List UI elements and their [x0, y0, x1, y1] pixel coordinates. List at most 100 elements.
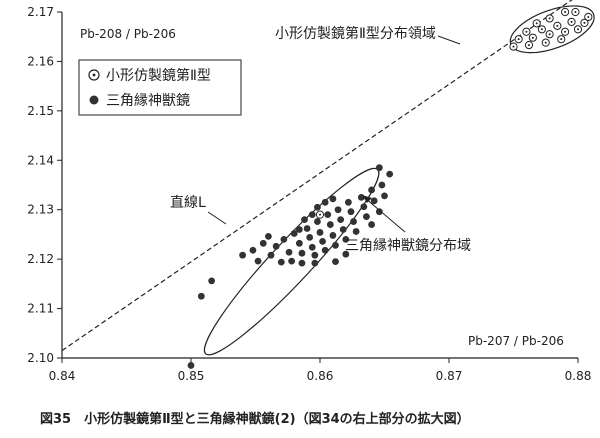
- sankakubuchi-point: [303, 225, 311, 232]
- figure-caption: 図35 小形仿製鏡第Ⅱ型と三角縁神獣鏡(2)（図34の右上部分の拡大図）: [40, 412, 470, 427]
- annotation-sankakubuchi-region-arrowhead: [362, 195, 372, 203]
- annotation-line-l: 直線L: [170, 194, 227, 225]
- sankakubuchi-point: [375, 164, 383, 172]
- annotation-small-mirror-region: 小形仿製鏡第Ⅱ型分布領域: [275, 25, 461, 45]
- sankakubuchi-point: [277, 258, 285, 266]
- x-tick-label: 0.84: [49, 369, 76, 383]
- legend-box: [78, 59, 242, 116]
- y-axis: 2.10 2.11 2.12 2.13 2.14 2.15 2.16 2.17: [27, 5, 62, 365]
- small-mirror-point-dot: [564, 30, 567, 33]
- small-mirror-point-dot: [564, 11, 567, 13]
- sankakubuchi-point: [352, 228, 360, 235]
- sankakubuchi-point: [339, 226, 347, 233]
- small-mirror-point: [561, 27, 570, 36]
- y-tick-label: 2.15: [27, 104, 54, 118]
- sankakubuchi-point: [386, 170, 394, 178]
- sankakubuchi-point: [265, 233, 272, 240]
- sankakubuchi-point: [272, 242, 280, 250]
- small-mirror-point: [537, 25, 546, 34]
- small-mirror-point-dot: [535, 22, 538, 25]
- small-mirror-point: [553, 21, 562, 30]
- sankakubuchi-point: [375, 208, 383, 216]
- x-tick-label: 0.86: [307, 369, 334, 383]
- sankakubuchi-point: [239, 251, 247, 259]
- plot-frame: [61, 12, 578, 359]
- small-mirror-point: [524, 41, 534, 50]
- small-mirror-point-dot: [570, 20, 573, 23]
- small-mirror-point-dot: [540, 28, 543, 31]
- sankakubuchi-point: [259, 239, 267, 247]
- sankakubuchi-point: [344, 198, 352, 206]
- annotation-sankakubuchi-region: 三角縁神獣鏡分布域: [345, 195, 471, 254]
- x-axis-title: Pb-207 / Pb-206: [468, 334, 564, 348]
- annotation-line-l-arrow: [207, 211, 227, 225]
- sankakubuchi-point: [295, 226, 303, 233]
- sankakubuchi-point: [347, 208, 355, 216]
- sankakubuchi-point: [316, 229, 324, 236]
- small-mirror-point-dot: [531, 36, 534, 39]
- small-mirror-point: [315, 210, 325, 219]
- annotation-line-l-label: 直線L: [170, 194, 206, 211]
- annotation-sankakubuchi-region-label: 三角縁神獣鏡分布域: [345, 238, 471, 254]
- small-mirror-point-dot: [548, 17, 551, 20]
- y-tick-label: 2.17: [27, 5, 54, 19]
- small-mirror-point: [509, 42, 518, 51]
- sankakubuchi-point: [378, 181, 386, 189]
- small-mirror-point-dot: [574, 11, 577, 13]
- sankakubuchi-point: [308, 211, 316, 219]
- y-tick-label: 2.12: [27, 252, 54, 266]
- legend: 小形仿製鏡第Ⅱ型 三角縁神獣鏡: [78, 59, 242, 116]
- sankakubuchi-point: [329, 195, 337, 203]
- small-mirror-point-dot: [517, 38, 520, 41]
- annotation-small-mirror-region-arrow: [437, 35, 461, 45]
- small-mirror-point-dot: [560, 38, 563, 41]
- sankakubuchi-point: [298, 249, 306, 257]
- y-tick-label: 2.16: [27, 54, 54, 68]
- sankakubuchi-point: [308, 243, 316, 251]
- sankakubuchi-point: [332, 241, 339, 249]
- small-mirror-point: [561, 7, 570, 17]
- sankakubuchi-point: [342, 235, 350, 243]
- sankakubuchi-point: [321, 198, 329, 206]
- y-tick-label: 2.14: [27, 153, 54, 167]
- small-mirror-point-dot: [319, 213, 321, 216]
- sankakubuchi-point: [314, 218, 321, 225]
- x-axis: 0.84 0.85 0.86 0.87 0.88: [49, 358, 592, 383]
- sankakubuchi-point: [350, 218, 357, 225]
- legend-label-small-mirror: 小形仿製鏡第Ⅱ型: [106, 67, 211, 84]
- small-mirror-point-dot: [556, 24, 559, 27]
- sankakubuchi-point: [301, 216, 308, 224]
- sankakubuchi-point: [298, 259, 306, 267]
- sankakubuchi-point: [285, 248, 293, 256]
- x-tick-label: 0.88: [565, 369, 592, 383]
- small-mirror-point: [557, 35, 566, 44]
- small-mirror-point: [567, 17, 576, 26]
- y-tick-label: 2.13: [27, 203, 54, 217]
- small-mirror-point-dot: [512, 45, 515, 48]
- legend-marker-sankakubuchi: [89, 95, 99, 105]
- small-mirror-point: [545, 14, 554, 23]
- small-mirror-point-dot: [548, 33, 551, 36]
- sankakubuchi-point: [363, 213, 370, 221]
- sankakubuchi-point: [337, 216, 345, 224]
- sankakubuchi-point: [332, 258, 339, 266]
- sankakubuchi-point: [368, 186, 375, 194]
- small-mirror-point-dot: [587, 15, 590, 18]
- sankakubuchi-point: [368, 221, 375, 228]
- small-mirror-point: [545, 30, 554, 39]
- small-mirror-point-dot: [527, 44, 530, 47]
- x-tick-label: 0.87: [436, 369, 463, 383]
- sankakubuchi-point: [290, 230, 298, 237]
- sankakubuchi-point: [197, 292, 205, 300]
- small-mirror-point: [522, 27, 531, 36]
- sankakubuchi-point: [267, 251, 275, 259]
- legend-marker-small-mirror: [88, 69, 100, 81]
- small-mirror-point-dot: [525, 30, 528, 33]
- sankakubuchi-point: [187, 362, 195, 369]
- small-mirror-point-dot: [583, 21, 586, 24]
- y-tick-label: 2.10: [27, 351, 54, 365]
- sankakubuchi-point: [334, 206, 342, 214]
- reference-line: [61, 0, 573, 352]
- sankakubuchi-point: [342, 250, 350, 258]
- data-points: [187, 7, 593, 369]
